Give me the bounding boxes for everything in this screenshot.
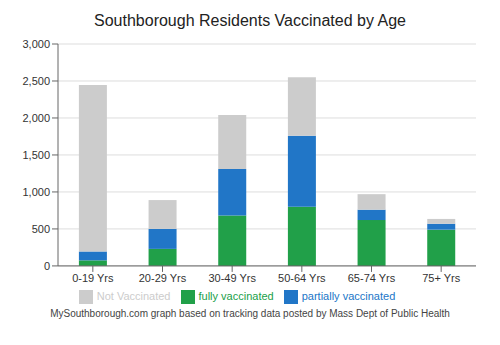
html-text:Not Vaccinated: Not Vaccinated [96,289,171,302]
html-text:fully vaccinated: fully vaccinated [198,289,274,302]
svg-text:2,000: 2,000 [22,112,50,124]
svg-text:75+ Yrs: 75+ Yrs [422,272,461,284]
svg-text:1,000: 1,000 [22,186,50,198]
svg-text:2,500: 2,500 [22,75,50,87]
svg-text:1,500: 1,500 [22,149,50,161]
svg-text:20-29 Yrs: 20-29 Yrs [139,272,187,284]
svg-text:0: 0 [44,260,50,272]
svg-text:50-64 Yrs: 50-64 Yrs [278,272,326,284]
svg-text:3,000: 3,000 [22,38,50,50]
html-text:MySouthborough.com graph based: MySouthborough.com graph based on tracki… [50,308,450,319]
html-text:partially vaccinated: partially vaccinated [301,289,396,302]
html-text:Southborough Residents Vaccina: Southborough Residents Vaccinated by Age [94,12,406,29]
svg-text:65-74 Yrs: 65-74 Yrs [348,272,396,284]
svg-text:500: 500 [32,223,50,235]
svg-text:30-49 Yrs: 30-49 Yrs [208,272,256,284]
svg-text:0-19 Yrs: 0-19 Yrs [72,272,114,284]
